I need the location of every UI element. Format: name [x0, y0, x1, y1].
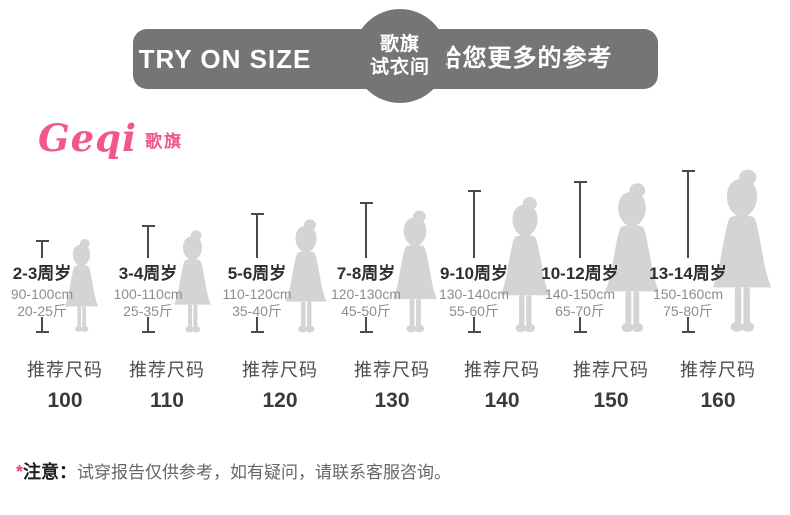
height-ruler-bottom [468, 317, 481, 333]
size-value: 140 [484, 389, 520, 412]
recommended-size-150: 推荐尺码 150 [563, 356, 659, 413]
height-ruler-top [468, 190, 481, 258]
logo-cn-text: 歌旗 [145, 132, 184, 151]
age-column-9-10: 9-10周岁 130-140cm 55-60斤 [426, 160, 522, 340]
recommended-size-160: 推荐尺码 160 [670, 356, 766, 413]
disclaimer-note: *注意：试穿报告仅供参考，如有疑问，请联系客服咨询。 [16, 458, 451, 484]
height-ruler-bottom [360, 317, 373, 333]
age-column-2-3: 2-3周岁 90-100cm 20-25斤 [0, 160, 90, 340]
height-range-label: 150-160cm [652, 286, 724, 302]
size-label: 推荐尺码 [573, 360, 649, 380]
weight-range-label: 45-50斤 [341, 303, 391, 319]
height-range-label: 140-150cm [544, 286, 616, 302]
fitting-room-label: 试衣间 [369, 57, 430, 78]
height-range-label: 120-130cm [330, 286, 402, 302]
weight-range-label: 35-40斤 [232, 303, 282, 319]
height-ruler-bottom [251, 317, 264, 333]
age-range-label: 7-8周岁 [336, 264, 396, 283]
recommended-size-100: 推荐尺码 100 [17, 356, 113, 413]
banner-title-en: TRY ON SIZE [138, 44, 312, 74]
height-ruler-bottom [142, 317, 155, 333]
size-value: 130 [374, 389, 410, 412]
weight-range-label: 25-35斤 [123, 303, 173, 319]
height-ruler-top [682, 170, 695, 258]
age-range-label: 3-4周岁 [118, 264, 178, 283]
age-range-label: 2-3周岁 [12, 264, 72, 283]
height-ruler-top [142, 225, 155, 258]
age-column-13-14: 13-14周岁 150-160cm 75-80斤 [640, 160, 736, 340]
size-label: 推荐尺码 [129, 360, 205, 380]
height-ruler-top [251, 213, 264, 258]
brand-name: 歌旗 [379, 34, 420, 55]
banner-subtitle-cn: 给您更多的参考 [437, 45, 613, 72]
age-column-10-12: 10-12周岁 140-150cm 65-70斤 [532, 160, 628, 340]
recommended-size-140: 推荐尺码 140 [454, 356, 550, 413]
height-ruler-bottom [36, 317, 49, 333]
size-label: 推荐尺码 [680, 360, 756, 380]
recommended-size-130: 推荐尺码 130 [344, 356, 440, 413]
age-range-label: 10-12周岁 [541, 264, 619, 283]
size-label: 推荐尺码 [354, 360, 430, 380]
height-range-label: 90-100cm [10, 286, 74, 302]
age-column-5-6: 5-6周岁 110-120cm 35-40斤 [209, 160, 305, 340]
note-asterisk: * [16, 462, 24, 482]
recommended-size-110: 推荐尺码 110 [119, 356, 215, 413]
weight-range-label: 75-80斤 [663, 303, 713, 319]
note-text: 试穿报告仅供参考，如有疑问，请联系客服咨询。 [77, 463, 452, 482]
height-ruler-bottom [574, 317, 587, 333]
age-range-label: 5-6周岁 [227, 264, 287, 283]
logo-latin-text: Geqi [38, 116, 138, 160]
height-range-label: 100-110cm [113, 286, 183, 302]
height-range-label: 130-140cm [438, 286, 510, 302]
brand-logo: Geqi 歌旗 [38, 118, 183, 158]
height-ruler-top [36, 240, 49, 258]
age-range-label: 13-14周岁 [649, 264, 727, 283]
height-range-label: 110-120cm [222, 286, 292, 302]
weight-range-label: 20-25斤 [17, 303, 67, 319]
banner-brand-circle: 歌旗 试衣间 [353, 9, 447, 103]
size-value: 120 [262, 389, 298, 412]
size-value: 110 [150, 389, 184, 412]
size-label: 推荐尺码 [27, 360, 103, 380]
size-value: 150 [593, 389, 629, 412]
weight-range-label: 55-60斤 [449, 303, 499, 319]
age-column-7-8: 7-8周岁 120-130cm 45-50斤 [318, 160, 414, 340]
height-ruler-bottom [682, 317, 695, 333]
size-value: 160 [700, 389, 736, 412]
age-column-3-4: 3-4周岁 100-110cm 25-35斤 [100, 160, 196, 340]
height-ruler-top [360, 202, 373, 258]
size-label: 推荐尺码 [464, 360, 540, 380]
height-ruler-top [574, 181, 587, 258]
recommended-size-120: 推荐尺码 120 [232, 356, 328, 413]
size-label: 推荐尺码 [242, 360, 318, 380]
size-value: 100 [47, 389, 83, 412]
weight-range-label: 65-70斤 [555, 303, 605, 319]
age-range-label: 9-10周岁 [439, 264, 509, 283]
note-label: 注意： [23, 462, 78, 482]
